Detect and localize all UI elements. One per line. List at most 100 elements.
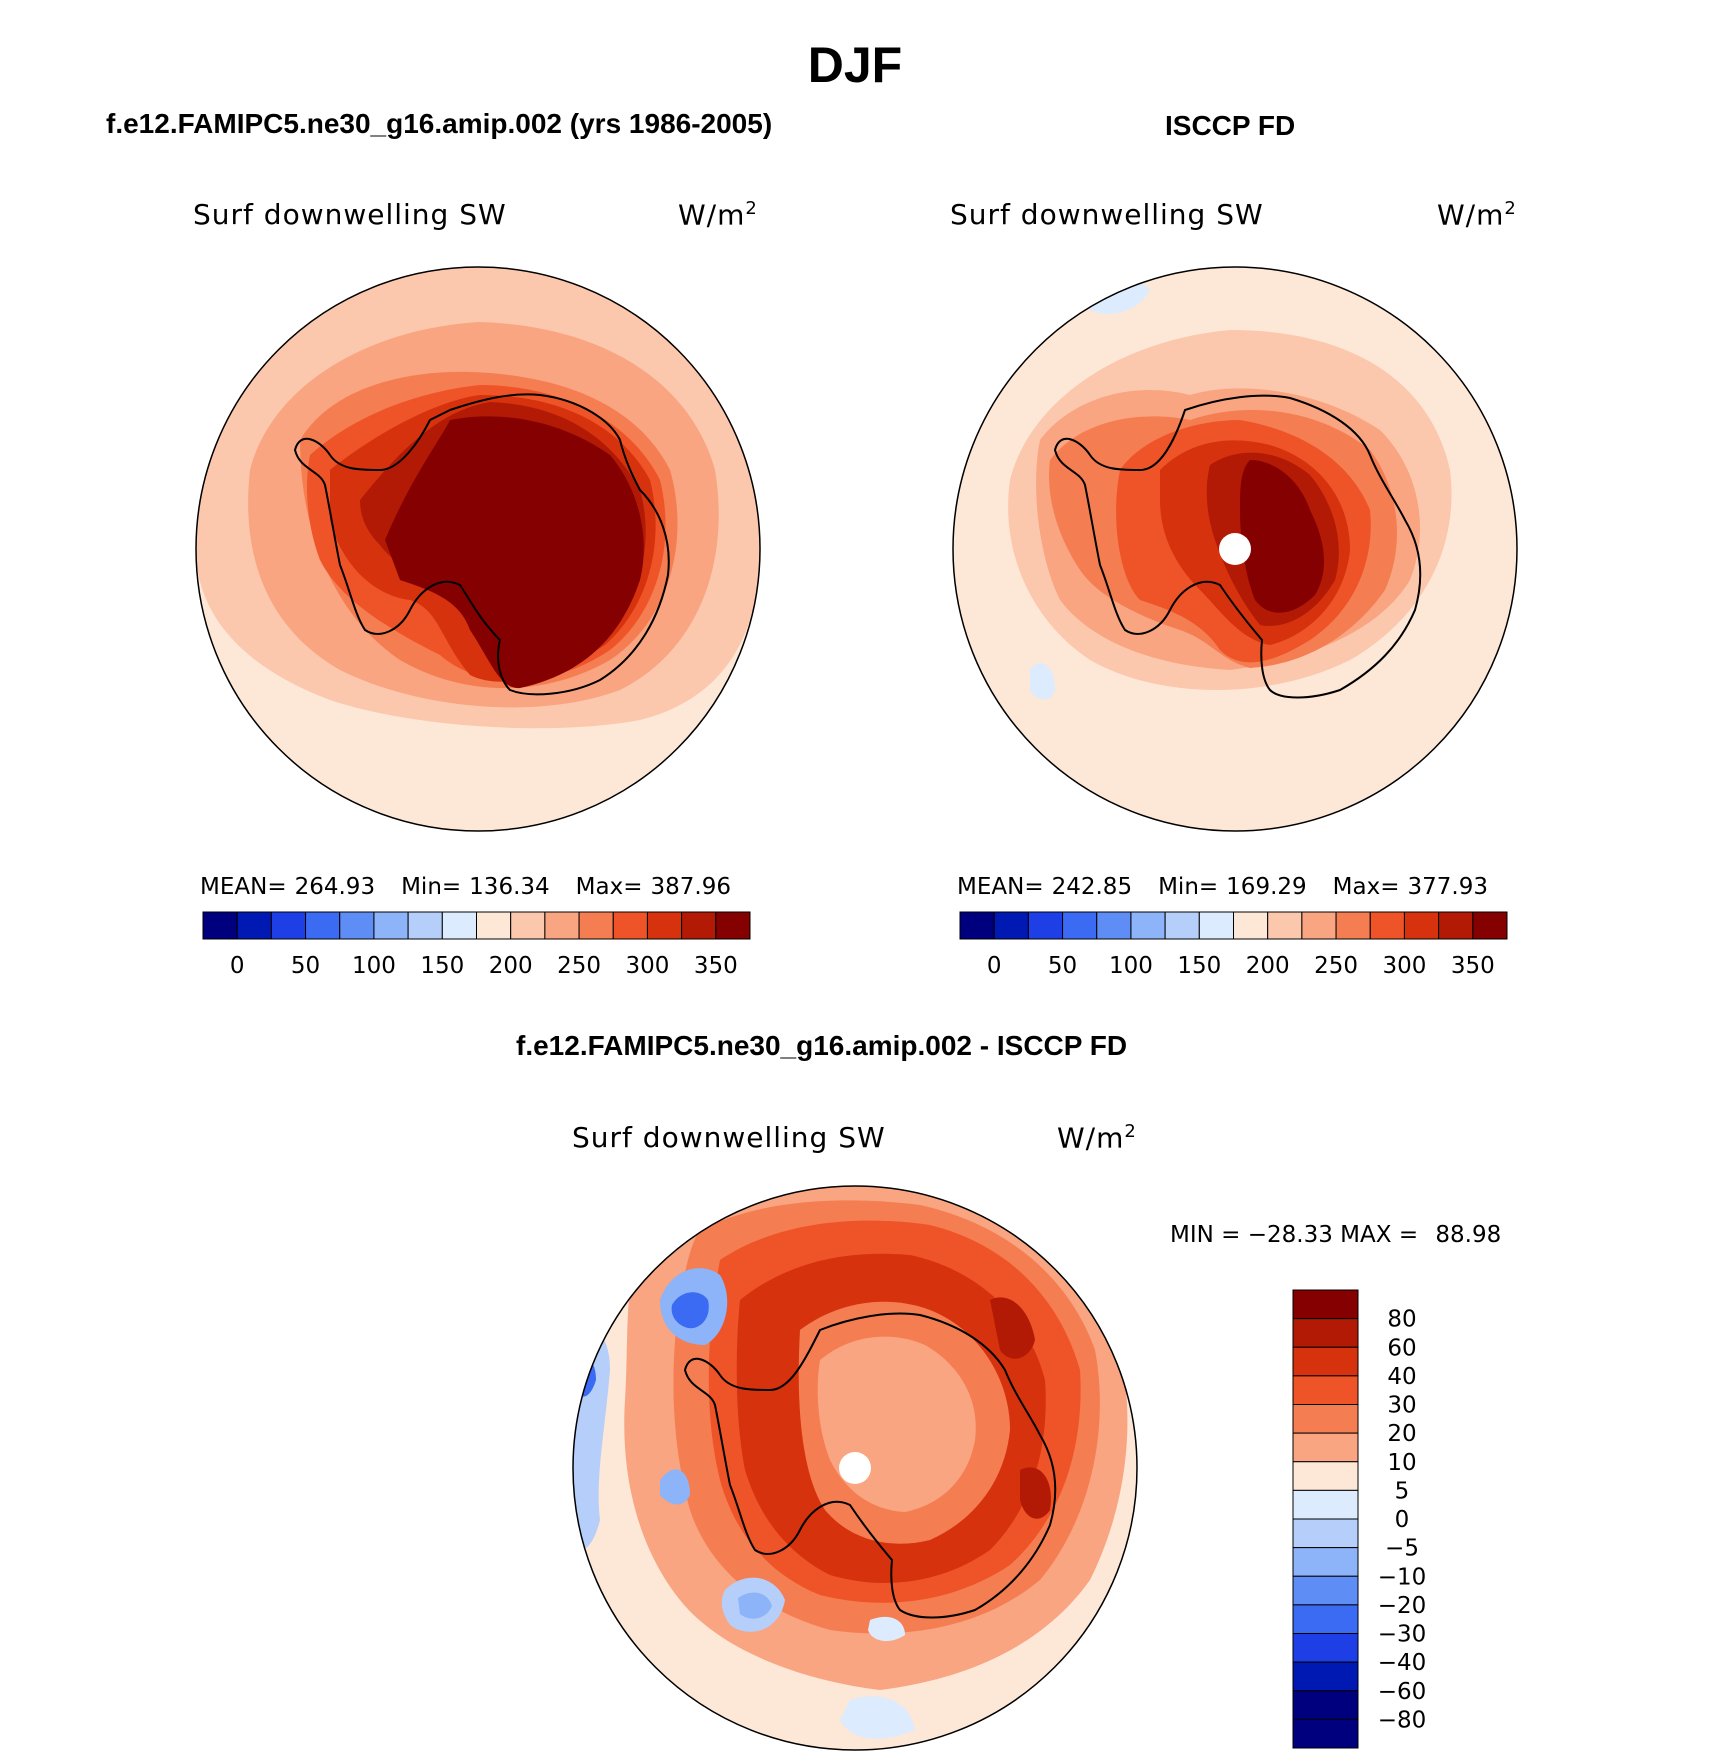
colorbar-swatch: [544, 911, 580, 940]
colorbar-swatch: [1472, 911, 1508, 940]
colorbar-tick-label: 300: [625, 953, 669, 979]
colorbar-tick-label: 150: [420, 953, 464, 979]
panel-1-colorbar: 0 50 100 150 200 250 300 350: [202, 911, 751, 979]
max-label: Max=: [575, 874, 643, 900]
colorbar-tick-label: 50: [1048, 953, 1077, 979]
colorbar-swatch: [373, 911, 409, 940]
panel-3-variable: Surf downwelling SW: [572, 1121, 886, 1154]
colorbar-swatch: [1292, 1718, 1359, 1749]
colorbar-swatch: [715, 911, 751, 940]
colorbar-swatch: [1292, 1404, 1359, 1434]
colorbar-swatch: [578, 911, 614, 940]
max-value: 387.96: [650, 874, 731, 900]
panel-1-stats: MEAN= 264.93 Min= 136.34 Max= 387.96: [200, 874, 757, 900]
colorbar-swatch: [1292, 1633, 1359, 1663]
colorbar-swatch: [202, 911, 238, 940]
colorbar-swatch: [305, 911, 341, 940]
colorbar-swatch: [993, 911, 1029, 940]
colorbar-swatch: [1027, 911, 1064, 940]
colorbar-tick-label: 350: [1451, 953, 1495, 979]
max-value: 377.93: [1407, 874, 1488, 900]
panel-2-stats: MEAN= 242.85 Min= 169.29 Max= 377.93: [957, 874, 1514, 900]
panel-1-map-border: [195, 266, 761, 832]
colorbar-swatch: [407, 911, 443, 940]
panel-1-variable: Surf downwelling SW: [193, 198, 507, 231]
colorbar-tick-label: 0: [987, 953, 1002, 979]
panel-3-stats: MIN = −28.33 MAX = 88.98: [1170, 1222, 1501, 1248]
panel-1-heading: f.e12.FAMIPC5.ne30_g16.amip.002 (yrs 198…: [106, 108, 773, 139]
colorbar-tick-label: 5: [1395, 1478, 1410, 1504]
colorbar-tick-label: 30: [1387, 1393, 1416, 1419]
colorbar-tick-label: 40: [1387, 1364, 1416, 1390]
colorbar-swatch: [1292, 1375, 1359, 1405]
colorbar-swatch: [1403, 911, 1440, 940]
mean-value: 264.93: [294, 874, 376, 900]
colorbar-swatch: [236, 911, 272, 940]
panel-2-heading: ISCCP FD: [1165, 110, 1296, 141]
colorbar-tick-label: 350: [694, 953, 738, 979]
colorbar-swatch: [959, 911, 995, 940]
colorbar-swatch: [1292, 1461, 1359, 1491]
colorbar-swatch: [1233, 911, 1269, 940]
panel-3-map-border: [572, 1185, 1138, 1751]
colorbar-swatch: [1198, 911, 1234, 940]
panel-1-map: [196, 267, 760, 831]
colorbar-tick-label: 100: [352, 953, 396, 979]
panel-3-map: [573, 1186, 1137, 1750]
colorbar-swatch: [1292, 1318, 1359, 1348]
colorbar-tick-label: 0: [230, 953, 245, 979]
colorbar-tick-label: 150: [1177, 953, 1221, 979]
colorbar-tick-label: −40: [1378, 1650, 1427, 1676]
colorbar-swatch: [646, 911, 683, 940]
max-value: 88.98: [1435, 1222, 1502, 1248]
min-label: MIN =: [1170, 1222, 1241, 1248]
colorbar-swatch: [1292, 1518, 1359, 1549]
colorbar-tick-label: 250: [1314, 953, 1358, 979]
colorbar-swatch: [1062, 911, 1098, 940]
colorbar-swatch: [1438, 911, 1474, 940]
min-value: −28.33: [1247, 1222, 1333, 1248]
panel-2-map-border: [952, 266, 1518, 832]
colorbar-swatch: [1292, 1289, 1359, 1320]
panel-2-variable: Surf downwelling SW: [950, 198, 1264, 231]
min-label: Min=: [401, 874, 462, 900]
mean-label: MEAN=: [200, 874, 287, 900]
colorbar-tick-label: 250: [557, 953, 601, 979]
colorbar-swatch: [1292, 1690, 1359, 1720]
colorbar-swatch: [1130, 911, 1166, 940]
colorbar-swatch: [1292, 1432, 1359, 1463]
max-label: Max=: [1332, 874, 1400, 900]
colorbar-tick-label: −5: [1385, 1536, 1419, 1562]
colorbar-tick-label: 200: [1246, 953, 1290, 979]
mean-value: 242.85: [1051, 874, 1133, 900]
figure-title: DJF: [807, 37, 903, 93]
colorbar-tick-label: 50: [291, 953, 320, 979]
colorbar-swatch: [1267, 911, 1303, 940]
colorbar-tick-label: −10: [1378, 1564, 1427, 1590]
max-label: MAX =: [1340, 1222, 1419, 1248]
colorbar-tick-label: −80: [1378, 1707, 1427, 1733]
colorbar-swatch: [1292, 1661, 1359, 1692]
mean-label: MEAN=: [957, 874, 1044, 900]
colorbar-tick-label: 200: [489, 953, 533, 979]
colorbar-swatch: [1369, 911, 1405, 940]
panel-2-units: W/m2: [1437, 198, 1517, 232]
colorbar-tick-label: 0: [1395, 1507, 1410, 1533]
colorbar-tick-label: 10: [1387, 1450, 1416, 1476]
panel-1-units: W/m2: [678, 198, 758, 232]
min-value: 136.34: [469, 874, 550, 900]
colorbar-swatch: [1292, 1547, 1359, 1577]
panel-2-colorbar: 0 50 100 150 200 250 300 350: [959, 911, 1508, 979]
colorbar-swatch: [339, 911, 375, 940]
colorbar-swatch: [612, 911, 648, 940]
min-label: Min=: [1158, 874, 1219, 900]
colorbar-swatch: [1292, 1604, 1359, 1634]
colorbar-swatch: [681, 911, 717, 940]
colorbar-tick-label: −20: [1378, 1593, 1427, 1619]
colorbar-tick-label: 60: [1387, 1335, 1416, 1361]
colorbar-swatch: [1301, 911, 1337, 940]
colorbar-swatch: [1335, 911, 1371, 940]
panel-3-heading: f.e12.FAMIPC5.ne30_g16.amip.002 - ISCCP …: [516, 1030, 1128, 1061]
